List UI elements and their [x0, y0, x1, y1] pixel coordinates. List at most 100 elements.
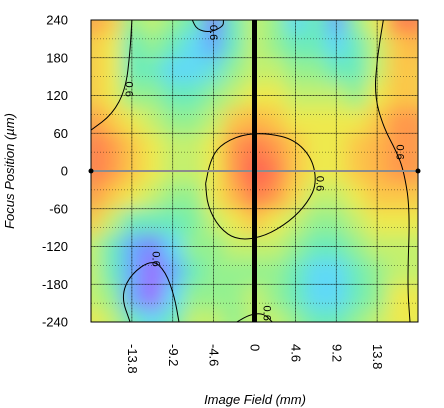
heatmap-cell — [346, 20, 368, 34]
contour-label: 0.6 — [394, 144, 406, 159]
y-tick-label: -60 — [49, 201, 68, 216]
heatmap-cell — [346, 259, 368, 285]
heatmap-cell — [142, 309, 164, 322]
heatmap-cell — [182, 133, 204, 159]
heatmap-cell — [91, 183, 102, 210]
heatmap-cell — [91, 309, 102, 322]
heatmap-cell — [346, 183, 368, 210]
heatmap-cell — [182, 284, 204, 310]
heatmap-cell — [223, 108, 245, 134]
heatmap-cell — [91, 208, 102, 235]
heatmap-cell — [387, 133, 409, 159]
y-tick-label: 180 — [46, 50, 68, 65]
heatmap-cell — [142, 183, 164, 210]
heatmap-cell — [101, 108, 123, 134]
heatmap-cell — [407, 309, 418, 322]
y-tick-label: 0 — [61, 164, 68, 179]
heatmap-cell — [305, 32, 327, 59]
contour-line — [191, 20, 224, 33]
heatmap-cell — [387, 20, 409, 34]
heatmap-cell — [346, 208, 368, 235]
heatmap-cell — [305, 208, 327, 235]
heatmap-cell — [407, 57, 418, 84]
heatmap-cell — [142, 57, 164, 84]
heatmap-cell — [387, 309, 409, 322]
heatmap-cell — [407, 133, 418, 159]
y-tick-label: -180 — [42, 277, 68, 292]
x-tick-label: 4.6 — [288, 344, 303, 362]
heatmap-cell — [91, 108, 102, 134]
contour-label: 0.6 — [207, 25, 219, 40]
heatmap-cell — [407, 20, 418, 34]
contour-line — [91, 20, 133, 131]
heatmap-cell — [305, 259, 327, 285]
heatmap-cell — [346, 57, 368, 84]
heatmap-cell — [142, 108, 164, 134]
heatmap-cell — [264, 284, 286, 310]
heatmap-cell — [305, 20, 327, 34]
contour-label: 0.6 — [260, 306, 272, 321]
heatmap-cell — [223, 309, 245, 322]
heatmap-cell — [142, 284, 164, 310]
heatmap-cell — [91, 259, 102, 285]
heatmap-cell — [101, 133, 123, 159]
heatmap-cell — [264, 208, 286, 235]
heatmap-cell — [91, 20, 102, 34]
x-tick-labels: -13.8 -9.2 -4.6 0 4.6 9.2 13.8 — [125, 344, 385, 374]
x-axis-title: Image Field (mm) — [204, 392, 306, 407]
heatmap-cell — [264, 57, 286, 84]
heatmap-cell — [387, 183, 409, 210]
heatmap-cell — [182, 183, 204, 210]
heatmap-cell — [407, 259, 418, 285]
heatmap-cell — [101, 284, 123, 310]
heatmap-cell — [305, 309, 327, 322]
heatmap-cell — [223, 183, 245, 210]
heatmap-cell — [182, 309, 204, 322]
y-tick-label: 60 — [54, 126, 68, 141]
y-axis-title: Focus Position (µm) — [2, 113, 17, 229]
heatmap-cell — [346, 133, 368, 159]
heatmap-cell — [142, 208, 164, 235]
heatmap-cell — [264, 133, 286, 159]
heatmap-cell — [101, 259, 123, 285]
heatmap-cell — [223, 284, 245, 310]
heatmap-cell — [264, 309, 286, 322]
y-tick-label: 120 — [46, 88, 68, 103]
heatmap-cell — [407, 183, 418, 210]
heatmap-cell — [264, 108, 286, 134]
heatmap-cell — [91, 284, 102, 310]
x-tick-label: 9.2 — [329, 344, 344, 362]
heatmap-cell — [142, 133, 164, 159]
y-tick-label: -240 — [42, 315, 68, 330]
contour-label: 0.6 — [314, 176, 326, 191]
heatmap-cell — [223, 208, 245, 235]
heatmap-cell — [264, 32, 286, 59]
y-tick-label: -120 — [42, 239, 68, 254]
heatmap-cell — [142, 20, 164, 34]
heatmap-cell — [407, 32, 418, 59]
contour-line — [236, 313, 273, 322]
heatmap-cell — [101, 208, 123, 235]
heatmap-cell — [264, 259, 286, 285]
y-tick-label: 240 — [46, 13, 68, 28]
heatmap-cell — [346, 32, 368, 59]
heatmap-cell — [387, 57, 409, 84]
y-tick-labels: 240 180 120 60 0 -60 -120 -180 -240 — [42, 13, 68, 330]
contour-lines: 0.6 0.6 0.6 0.6 0.6 0.6 — [91, 20, 411, 322]
heatmap-cell — [101, 183, 123, 210]
heatmap-cell — [182, 208, 204, 235]
heatmap-cell — [142, 32, 164, 59]
contour-line — [122, 262, 180, 322]
x-tick-label: -9.2 — [166, 344, 181, 366]
heatmap-cell — [407, 284, 418, 310]
contour-line — [374, 20, 411, 322]
heatmap-cell — [182, 57, 204, 84]
heatmap-cell — [305, 133, 327, 159]
x-tick-label: 13.8 — [370, 344, 385, 369]
heatmap-cell — [387, 284, 409, 310]
heatmap-cell — [346, 284, 368, 310]
heatmap-cell — [101, 309, 123, 322]
x-tick-label: 0 — [248, 344, 263, 351]
heatmap-cell — [91, 57, 102, 84]
